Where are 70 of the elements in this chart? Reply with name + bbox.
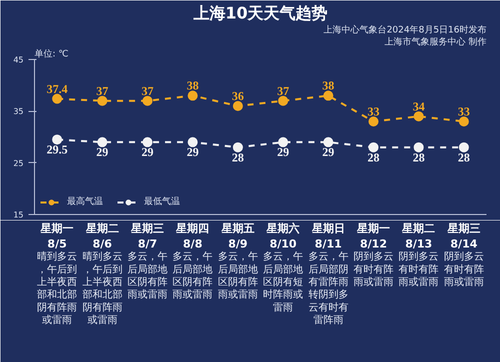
text: 晴到多云，午后到上半夜西部和北部阴有阵雨或雷雨 <box>37 250 78 326</box>
x-tick-label: 星期一 8/12 <box>356 222 390 251</box>
data-label: 34 <box>412 99 425 114</box>
text: 上海市气象服务中心 制作 <box>384 36 487 48</box>
point <box>458 142 469 152</box>
point <box>414 142 424 152</box>
data-label: 29 <box>186 145 199 160</box>
point <box>188 90 198 101</box>
text: 上海中心气象台2024年8月5日16时发布 <box>324 24 487 36</box>
chart-title: 上海10天天气趋势 <box>192 4 328 22</box>
x-tick-label: 星期六 8/10 <box>266 222 300 251</box>
data-label: 33 <box>368 104 380 118</box>
y-axis-title: 单位: ℃ <box>34 48 69 60</box>
point <box>52 94 62 104</box>
data-label: 29 <box>322 145 334 160</box>
y-tick-label: 25 <box>13 158 24 168</box>
x-tick-label: 星期五 8/9 <box>220 222 254 251</box>
point <box>458 116 469 126</box>
y-tick-label: 35 <box>13 107 24 116</box>
data-label: 37 <box>96 84 108 98</box>
y-tick-label: 45 <box>13 56 24 64</box>
data-label: 29.5 <box>46 142 68 157</box>
text: 多云，午后局部地区阴有短时阵雨或雷雨 <box>263 250 304 314</box>
data-label: 29 <box>277 145 290 160</box>
text: 阴到多云有时有阵雨或雷雨 <box>354 250 394 288</box>
point <box>188 137 198 148</box>
data-label: 37 <box>142 84 154 98</box>
x-tick-label: 星期三 8/14 <box>446 222 480 251</box>
point <box>97 137 108 148</box>
data-label: 28 <box>458 150 470 164</box>
text: 多云，午后局部阴有雷阵雨转阴到多云有时有雷阵雨 <box>308 250 348 326</box>
data-label: 29 <box>142 145 154 160</box>
data-label: 29 <box>96 145 108 160</box>
x-tick-label: 星期二 8/13 <box>401 222 436 251</box>
x-tick-label: 星期日 8/11 <box>310 222 345 251</box>
x-tick-label: 星期四 8/8 <box>175 222 210 251</box>
y-tick-label: 15 <box>13 210 24 220</box>
point <box>323 90 334 101</box>
data-label: 37.4 <box>46 82 68 96</box>
point <box>97 96 108 106</box>
text: 多云，午后局部地区阴有阵雨或雷雨 <box>218 250 258 301</box>
point <box>142 137 152 148</box>
data-label: 37 <box>277 84 290 98</box>
x-tick-label: 星期三 8/7 <box>130 222 164 251</box>
data-label: 38 <box>186 78 199 93</box>
text: 多云，午后局部地区阴有阵雨或雷雨 <box>128 250 168 301</box>
point <box>368 116 378 126</box>
data-label: 28 <box>412 150 425 164</box>
point <box>368 142 378 152</box>
data-label: 28 <box>232 150 244 164</box>
data-label: 33 <box>458 104 470 118</box>
data-label: 38 <box>322 78 334 93</box>
text: 阴到多云有时有阵雨或雷雨 <box>444 250 484 288</box>
legend-label: 最低气温 <box>144 196 180 208</box>
x-tick-label: 星期一 8/5 <box>40 222 74 251</box>
point <box>142 96 152 106</box>
data-label: 36 <box>232 89 244 103</box>
text: 多云，午后局部地区阴有阵雨或雷雨 <box>172 250 213 301</box>
point <box>232 142 243 152</box>
text: 晴到多云，午后到上半夜西部和北部阴有阵雨或雷雨 <box>82 250 122 326</box>
x-tick-label: 星期二 8/6 <box>84 222 119 251</box>
point <box>278 96 288 106</box>
point <box>323 137 334 148</box>
text: 阴到多云有时有阵雨或雷雨 <box>398 250 439 288</box>
data-label: 28 <box>368 150 380 164</box>
point <box>278 137 288 148</box>
point <box>232 101 243 111</box>
point <box>52 134 62 145</box>
point <box>414 111 424 122</box>
legend-label: 最高气温 <box>67 196 103 208</box>
